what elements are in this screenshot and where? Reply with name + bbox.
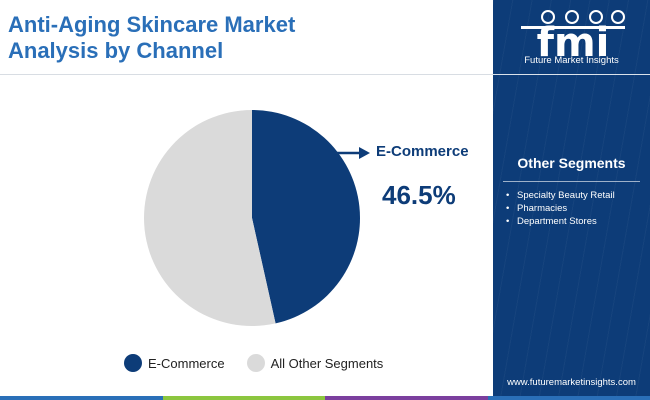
bottom-bar-segment	[325, 396, 488, 400]
bottom-bar-segment	[162, 396, 325, 400]
side-panel: fmi Future Market Insights Other Segment…	[493, 0, 650, 400]
other-segments-list: • Specialty Beauty Retail • Pharmacies • De…	[506, 189, 615, 228]
legend-label-e-commerce: E-Commerce	[148, 355, 225, 371]
other-segment-label: Specialty Beauty Retail	[517, 190, 615, 201]
other-segment-label: Pharmacies	[517, 203, 568, 214]
bullet-icon: •	[506, 190, 510, 201]
pie-area	[144, 110, 370, 326]
list-item: • Department Stores	[506, 215, 615, 228]
pie-chart	[144, 110, 370, 326]
legend-swatch-e-commerce	[124, 354, 142, 372]
chart-title: Anti-Aging Skincare Market Analysis by C…	[8, 12, 478, 64]
title-divider	[0, 74, 493, 75]
bullet-icon: •	[506, 216, 510, 227]
other-segment-label: Department Stores	[517, 216, 597, 227]
website-url: www.futuremarketinsights.com	[507, 377, 636, 388]
chart-title-line-2: Analysis by Channel	[8, 38, 224, 63]
chart-title-line-1: Anti-Aging Skincare Market	[8, 12, 296, 37]
other-segments-divider	[503, 181, 640, 182]
chart-legend: E-Commerce All Other Segments	[124, 352, 405, 374]
bullet-icon: •	[506, 203, 510, 214]
pie-slice-all-other-segments	[144, 110, 276, 326]
logo-wordmark: fmi	[537, 20, 610, 66]
legend-swatch-all-other-segments	[246, 354, 265, 372]
bottom-bar-segment	[0, 396, 163, 400]
legend-label-all-other-segments: All Other Segments	[270, 355, 384, 371]
pie-slice-e-commerce	[252, 110, 361, 324]
side-divider	[493, 74, 650, 75]
highlight-value: 46.5%	[382, 180, 456, 210]
list-item: • Pharmacies	[506, 202, 615, 215]
legend-item-all-other-segments: All Other Segments	[246, 354, 384, 372]
legend-item-e-commerce: E-Commerce	[124, 354, 225, 372]
other-segments-title: Other Segments	[517, 155, 626, 171]
fmi-logo: fmi	[521, 10, 625, 66]
bottom-bar-segment	[487, 396, 650, 400]
list-item: • Specialty Beauty Retail	[506, 189, 615, 202]
highlight-label: E-Commerce	[376, 143, 469, 160]
arrow-right-icon	[334, 147, 370, 159]
bottom-color-bar	[0, 396, 650, 400]
brand-name: Future Market Insights	[524, 55, 619, 66]
